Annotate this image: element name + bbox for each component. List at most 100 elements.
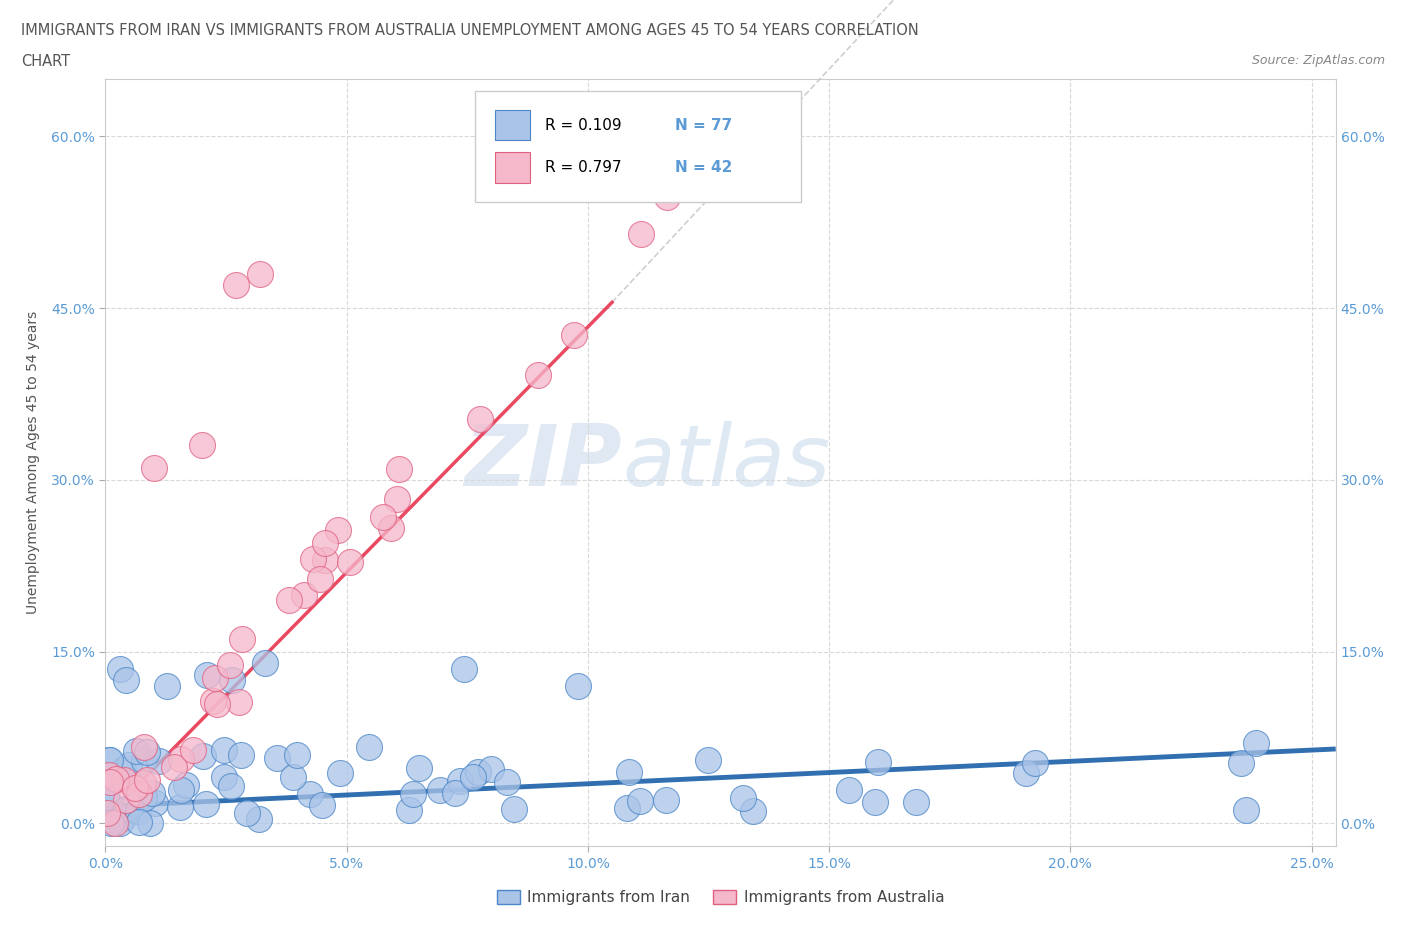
Point bbox=[247, 812, 270, 827]
Point bbox=[302, 551, 325, 566]
Point bbox=[229, 748, 252, 763]
Point bbox=[96, 805, 118, 820]
Point bbox=[100, 816, 122, 830]
Point bbox=[139, 815, 162, 830]
Text: IMMIGRANTS FROM IRAN VS IMMIGRANTS FROM AUSTRALIA UNEMPLOYMENT AMONG AGES 45 TO : IMMIGRANTS FROM IRAN VS IMMIGRANTS FROM … bbox=[21, 23, 920, 38]
Point bbox=[142, 461, 165, 476]
Point bbox=[183, 742, 205, 757]
Point bbox=[249, 266, 271, 281]
Point bbox=[128, 786, 150, 801]
Point bbox=[136, 745, 159, 760]
Point bbox=[429, 783, 451, 798]
Point bbox=[495, 775, 517, 790]
Point bbox=[443, 786, 465, 801]
Point bbox=[617, 764, 640, 779]
Point bbox=[339, 554, 361, 569]
Point bbox=[567, 679, 589, 694]
Point bbox=[112, 773, 135, 788]
Point bbox=[398, 803, 420, 817]
Point bbox=[453, 661, 475, 676]
Point bbox=[228, 695, 250, 710]
Point bbox=[479, 762, 502, 777]
Point bbox=[201, 694, 224, 709]
Point bbox=[314, 552, 336, 567]
Point bbox=[98, 752, 121, 767]
Y-axis label: Unemployment Among Ages 45 to 54 years: Unemployment Among Ages 45 to 54 years bbox=[27, 311, 39, 615]
Point bbox=[285, 748, 308, 763]
Point bbox=[266, 751, 288, 765]
Point bbox=[326, 523, 349, 538]
Text: N = 77: N = 77 bbox=[675, 117, 733, 133]
FancyBboxPatch shape bbox=[495, 152, 530, 182]
Point bbox=[225, 278, 247, 293]
Point bbox=[838, 782, 860, 797]
Point bbox=[111, 763, 134, 777]
Point bbox=[124, 780, 146, 795]
Point bbox=[380, 520, 402, 535]
Point bbox=[311, 798, 333, 813]
Point bbox=[108, 661, 131, 676]
Point bbox=[135, 773, 157, 788]
Point bbox=[221, 672, 243, 687]
FancyBboxPatch shape bbox=[495, 110, 530, 140]
Point bbox=[143, 796, 166, 811]
Point bbox=[98, 767, 121, 782]
Point bbox=[108, 816, 131, 830]
Point bbox=[299, 787, 322, 802]
FancyBboxPatch shape bbox=[475, 90, 800, 202]
Point bbox=[94, 790, 117, 804]
Point bbox=[115, 792, 138, 807]
Point bbox=[1234, 803, 1257, 817]
Point bbox=[170, 783, 193, 798]
Point bbox=[329, 765, 352, 780]
Point bbox=[214, 742, 236, 757]
Point bbox=[114, 801, 136, 816]
Point bbox=[696, 752, 718, 767]
Point bbox=[134, 740, 156, 755]
Text: CHART: CHART bbox=[21, 54, 70, 69]
Point bbox=[278, 592, 301, 607]
Text: Source: ZipAtlas.com: Source: ZipAtlas.com bbox=[1251, 54, 1385, 67]
Point bbox=[98, 752, 121, 767]
Point bbox=[630, 226, 652, 241]
Text: R = 0.797: R = 0.797 bbox=[544, 160, 621, 175]
Point bbox=[195, 797, 218, 812]
Point bbox=[292, 588, 315, 603]
Text: atlas: atlas bbox=[621, 421, 830, 504]
Point bbox=[148, 753, 170, 768]
Point bbox=[1230, 755, 1253, 770]
Point bbox=[169, 800, 191, 815]
Point bbox=[527, 367, 550, 382]
Point bbox=[98, 795, 121, 810]
Point bbox=[219, 778, 242, 793]
Point bbox=[401, 787, 423, 802]
Point bbox=[191, 438, 214, 453]
Point bbox=[132, 753, 155, 768]
Point bbox=[868, 754, 890, 769]
Point bbox=[461, 769, 484, 784]
Point bbox=[314, 536, 336, 551]
Point bbox=[117, 773, 139, 788]
Point bbox=[163, 759, 186, 774]
Point bbox=[132, 776, 155, 790]
Point bbox=[115, 672, 138, 687]
Point bbox=[96, 768, 118, 783]
Point bbox=[468, 412, 491, 427]
Point bbox=[357, 739, 380, 754]
Point bbox=[373, 510, 395, 525]
Point bbox=[449, 774, 471, 789]
Point bbox=[1015, 765, 1038, 780]
Point bbox=[733, 790, 755, 805]
Point bbox=[1246, 735, 1268, 750]
Point bbox=[195, 667, 218, 682]
Point bbox=[628, 793, 651, 808]
Text: R = 0.109: R = 0.109 bbox=[544, 117, 621, 133]
Point bbox=[231, 632, 253, 647]
Point bbox=[218, 658, 240, 672]
Point bbox=[655, 189, 678, 204]
Point bbox=[170, 751, 193, 766]
Point bbox=[174, 777, 197, 792]
Point bbox=[191, 749, 214, 764]
Point bbox=[212, 769, 235, 784]
Point bbox=[742, 804, 765, 818]
